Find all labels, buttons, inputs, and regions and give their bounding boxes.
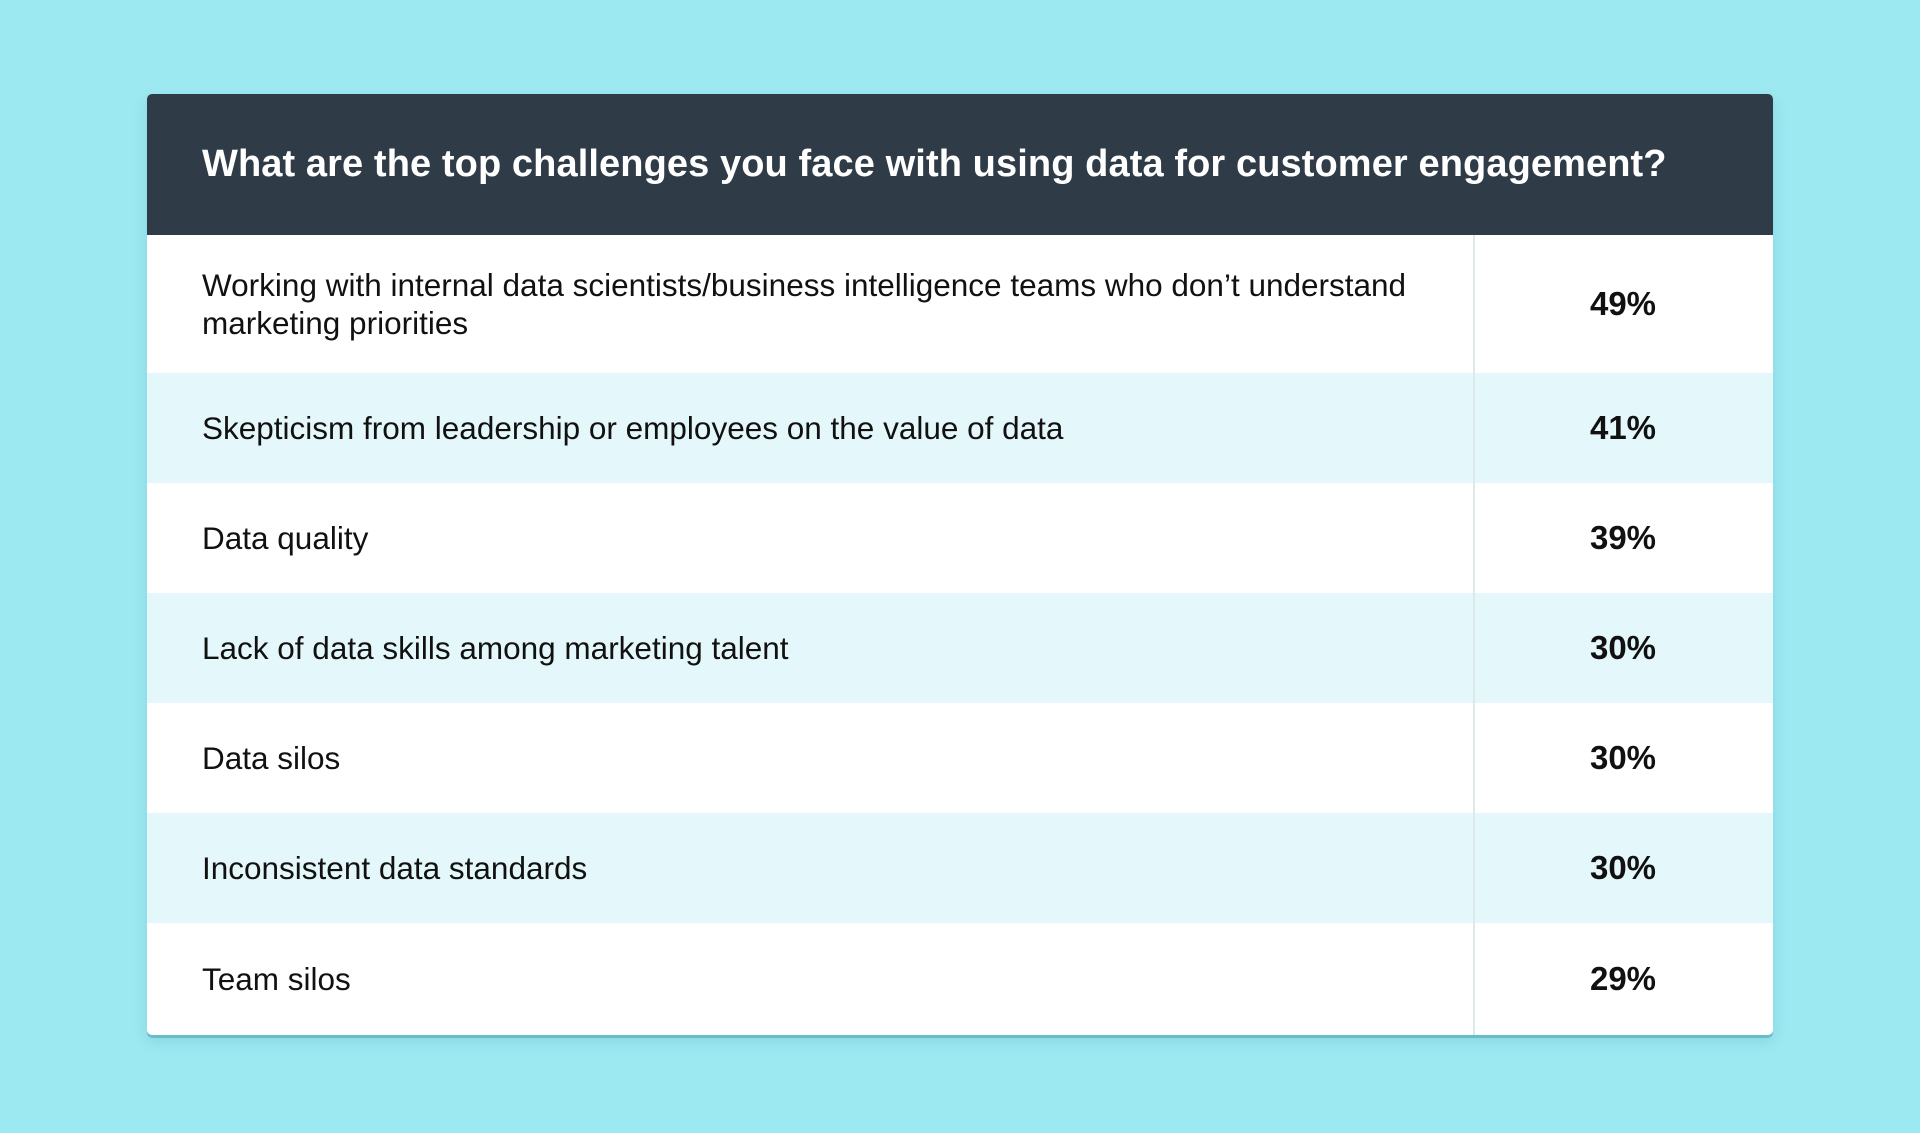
table-body: Working with internal data scientists/bu… <box>147 235 1773 1035</box>
row-value: 29% <box>1589 960 1657 997</box>
row-label: Inconsistent data standards <box>202 850 588 886</box>
table-row: Team silos 29% <box>147 923 1773 1035</box>
row-value: 30% <box>1589 739 1657 776</box>
row-value: 30% <box>1589 629 1657 666</box>
row-value: 39% <box>1589 519 1657 556</box>
row-label: Lack of data skills among marketing tale… <box>202 630 789 666</box>
table-row: Inconsistent data standards 30% <box>147 813 1773 923</box>
row-label: Data silos <box>202 740 341 776</box>
table-row: Skepticism from leadership or employees … <box>147 373 1773 483</box>
row-label: Team silos <box>202 961 351 997</box>
table-row: Data silos 30% <box>147 703 1773 813</box>
row-label: Working with internal data scientists/bu… <box>202 267 1407 341</box>
row-value: 41% <box>1589 409 1657 446</box>
table-title: What are the top challenges you face wit… <box>202 143 1667 185</box>
column-divider <box>1473 235 1475 1035</box>
row-value: 30% <box>1589 849 1657 886</box>
table-header: What are the top challenges you face wit… <box>147 94 1773 235</box>
row-value: 49% <box>1589 285 1657 322</box>
survey-table-card: What are the top challenges you face wit… <box>147 94 1773 1035</box>
table-row: Working with internal data scientists/bu… <box>147 235 1773 373</box>
row-label: Data quality <box>202 520 369 556</box>
table-row: Lack of data skills among marketing tale… <box>147 593 1773 703</box>
row-label: Skepticism from leadership or employees … <box>202 410 1064 446</box>
table-row: Data quality 39% <box>147 483 1773 593</box>
